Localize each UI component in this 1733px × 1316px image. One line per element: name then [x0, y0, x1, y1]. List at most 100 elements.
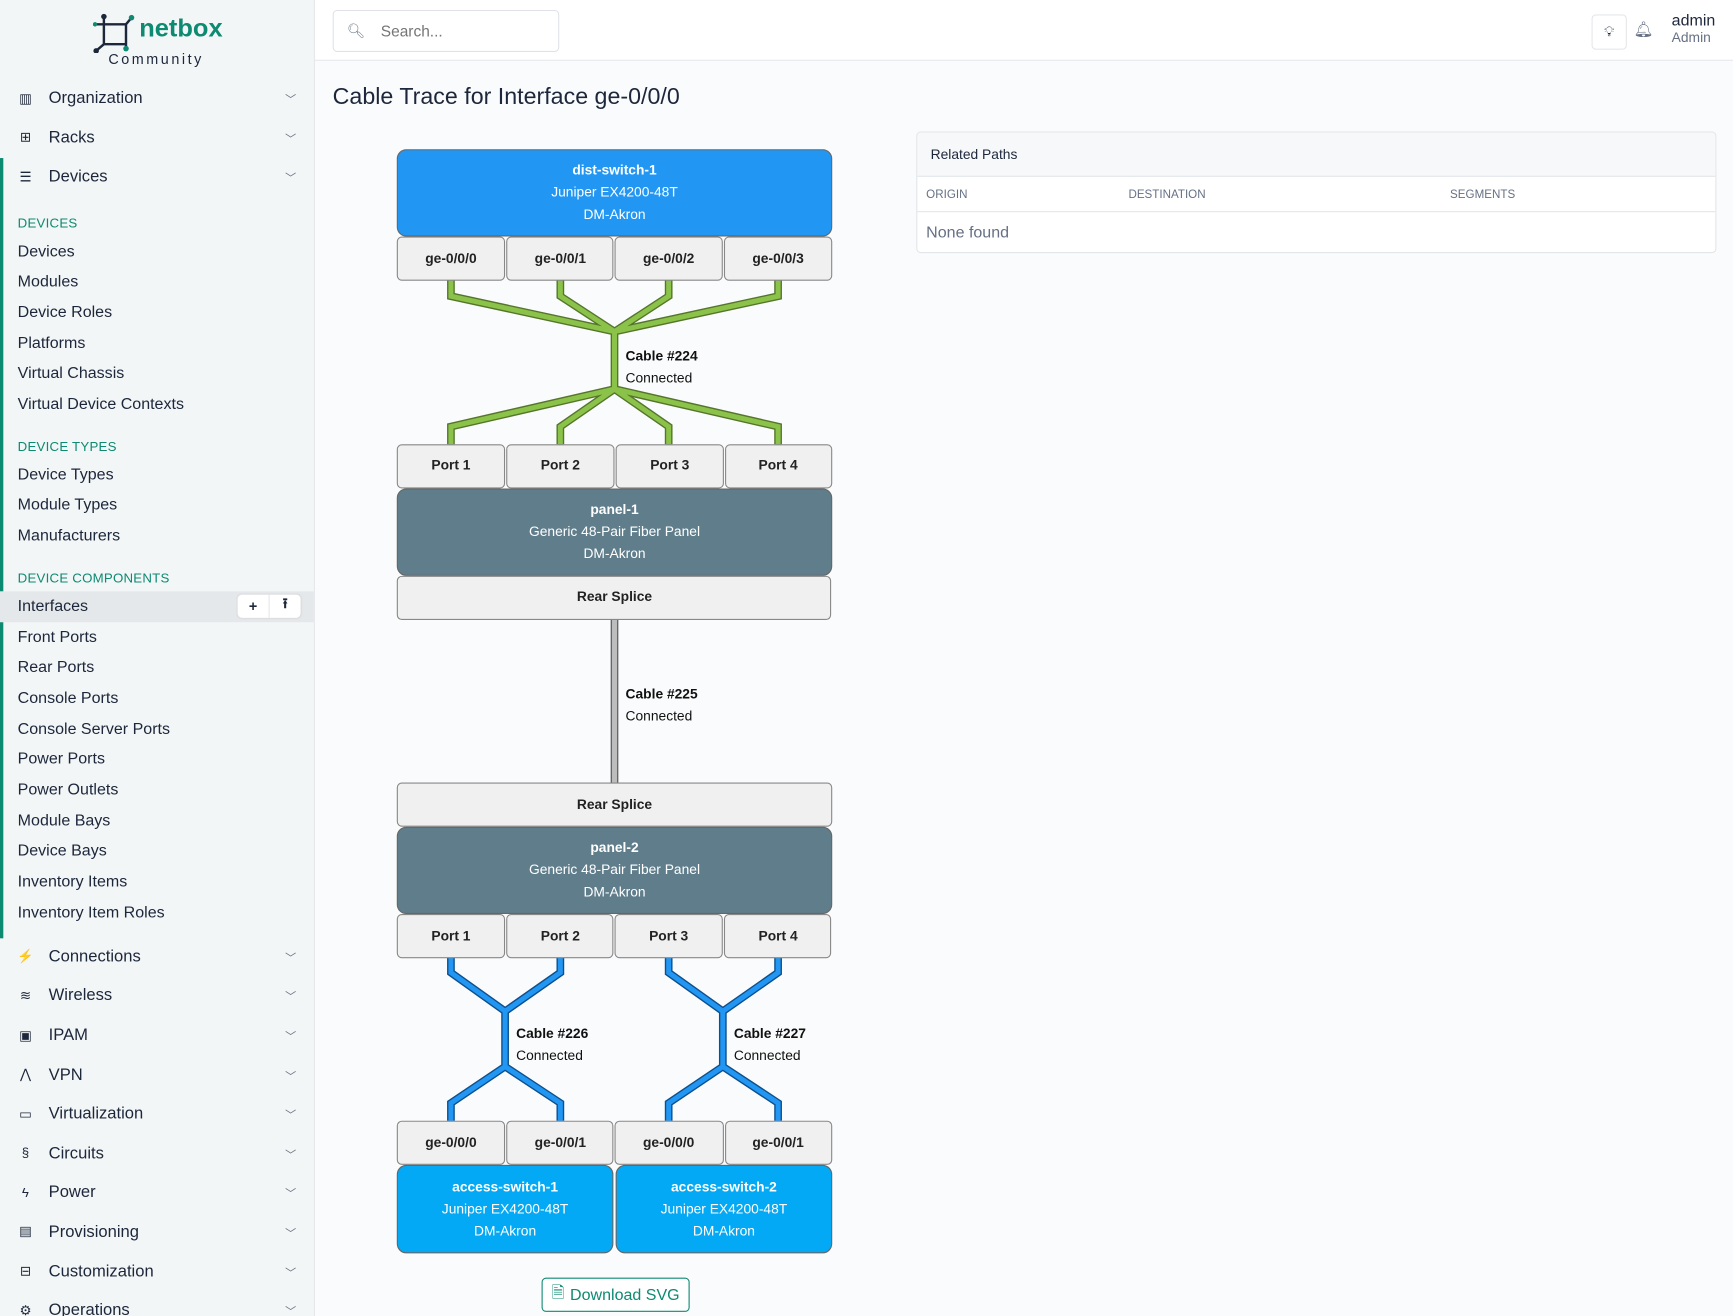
- search-icon: 🔍︎: [347, 22, 366, 39]
- interface-terminal[interactable]: ge-0/0/0: [614, 1120, 724, 1165]
- sidebar-item-virtualization[interactable]: ▭ Virtualization ﹀: [0, 1094, 314, 1133]
- sidebar-link[interactable]: Power Ports: [17, 750, 105, 769]
- sidebar-link[interactable]: Console Ports: [17, 689, 119, 708]
- interface-terminal[interactable]: ge-0/0/3: [723, 236, 833, 281]
- server-icon: ☰: [19, 169, 32, 185]
- netbox-logo-icon: [92, 13, 135, 54]
- cable-227[interactable]: [664, 957, 782, 1121]
- search-box[interactable]: 🔍︎: [332, 9, 560, 52]
- cable-label[interactable]: Cable #226: [516, 1025, 588, 1041]
- sidebar-item-label: Organization: [48, 88, 143, 108]
- front-port-terminal[interactable]: Port 1: [396, 914, 506, 959]
- device-access-switch-2[interactable]: access-switch-2 Juniper EX4200-48T DM-Ak…: [615, 1164, 833, 1254]
- bell-icon[interactable]: 🔔︎: [1633, 19, 1654, 38]
- sidebar-link[interactable]: Front Ports: [17, 628, 97, 647]
- sidebar-item-ipam[interactable]: ▣ IPAM ﹀: [0, 1015, 314, 1054]
- active-indicator: [0, 158, 4, 939]
- front-port-terminal[interactable]: Port 3: [615, 444, 724, 489]
- front-port-terminal[interactable]: Port 4: [725, 444, 833, 489]
- sidebar-item-power[interactable]: ϟ Power ﹀: [0, 1173, 314, 1212]
- rear-port-terminal[interactable]: Rear Splice: [396, 782, 833, 827]
- add-interface-button[interactable]: +: [248, 597, 258, 615]
- sidebar-item-connections[interactable]: ⚡ Connections ﹀: [0, 937, 314, 976]
- sidebar-link[interactable]: Inventory Items: [17, 873, 128, 891]
- sidebar-link[interactable]: Virtual Device Contexts: [17, 395, 184, 414]
- wifi-icon: ≋: [19, 987, 31, 1004]
- front-port-terminal[interactable]: Port 3: [614, 914, 723, 959]
- cable-label[interactable]: Cable #227: [734, 1025, 806, 1041]
- device-panel-2[interactable]: panel-2 Generic 48-Pair Fiber Panel DM-A…: [396, 826, 833, 915]
- sidebar-link[interactable]: Device Bays: [17, 842, 107, 861]
- plug-icon: ⚡: [17, 948, 34, 965]
- interface-terminal[interactable]: ge-0/0/0: [396, 236, 506, 281]
- svg-text:Port 3: Port 3: [649, 928, 688, 944]
- interface-terminal[interactable]: ge-0/0/2: [614, 236, 723, 281]
- chevron-down-icon: ﹀: [285, 1031, 297, 1044]
- device-name: panel-2: [590, 839, 639, 855]
- sidebar-item-devices[interactable]: ☰ Devices ﹀: [0, 157, 314, 196]
- svg-text:ge-0/0/0: ge-0/0/0: [425, 1134, 477, 1150]
- sidebar-item-wireless[interactable]: ≋ Wireless ﹀: [0, 976, 314, 1015]
- vpn-icon: ⋀: [19, 1066, 31, 1083]
- download-svg-button[interactable]: 🗎 Download SVG: [541, 1277, 690, 1312]
- sidebar-item-racks[interactable]: ⊞ Racks ﹀: [0, 118, 314, 157]
- lightbulb-icon: 💡︎: [1604, 23, 1615, 40]
- sidebar-item-customization[interactable]: ⊟ Customization ﹀: [0, 1251, 314, 1290]
- sidebar-link[interactable]: Device Types: [17, 466, 114, 484]
- interface-terminal[interactable]: ge-0/0/1: [506, 1120, 614, 1165]
- sidebar-link[interactable]: Virtual Chassis: [17, 365, 125, 383]
- sidebar-item-label: Virtualization: [48, 1104, 144, 1124]
- device-dist-switch-1[interactable]: dist-switch-1 Juniper EX4200-48T DM-Akro…: [396, 149, 833, 237]
- rear-port-terminal[interactable]: Rear Splice: [396, 575, 832, 621]
- import-interfaces-button[interactable]: ⭱: [268, 594, 301, 618]
- svg-text:ge-0/0/0: ge-0/0/0: [425, 250, 477, 266]
- sidebar-item-provisioning[interactable]: ▤ Provisioning ﹀: [0, 1212, 314, 1251]
- interface-terminal[interactable]: ge-0/0/1: [725, 1120, 833, 1165]
- sidebar-link-interfaces[interactable]: Interfaces + ⭱: [0, 591, 314, 622]
- sidebar-link[interactable]: Modules: [17, 273, 79, 292]
- file-icon: ▤: [19, 1224, 32, 1240]
- theme-toggle-button[interactable]: 💡︎: [1591, 14, 1627, 50]
- search-input[interactable]: [378, 20, 549, 41]
- sidebar-link[interactable]: Platforms: [17, 334, 86, 353]
- sidebar-link[interactable]: Inventory Item Roles: [17, 903, 165, 922]
- sidebar-link[interactable]: Power Outlets: [17, 781, 119, 800]
- sidebar-link[interactable]: Rear Ports: [17, 658, 95, 677]
- cable-status: Connected: [626, 708, 693, 724]
- sidebar-link[interactable]: Devices: [17, 242, 75, 261]
- sidebar-link[interactable]: Module Bays: [17, 811, 111, 830]
- sidebar-link[interactable]: Module Types: [17, 496, 118, 515]
- sidebar-item-label: Circuits: [48, 1143, 104, 1163]
- sidebar-link[interactable]: Device Roles: [17, 303, 113, 322]
- sidebar-link[interactable]: Manufacturers: [17, 527, 121, 546]
- cable-label[interactable]: Cable #224: [626, 347, 698, 363]
- svg-text:Port 1: Port 1: [431, 457, 470, 473]
- cable-226[interactable]: [447, 957, 565, 1121]
- netbox-logo[interactable]: netbox Community: [92, 11, 226, 72]
- sidebar-item-circuits[interactable]: § Circuits ﹀: [0, 1133, 314, 1172]
- front-port-terminal[interactable]: Port 2: [506, 444, 615, 489]
- empty-message: None found: [926, 223, 1010, 242]
- front-port-terminal[interactable]: Port 4: [723, 914, 832, 959]
- svg-text:ge-0/0/3: ge-0/0/3: [752, 250, 804, 266]
- front-port-terminal[interactable]: Port 1: [396, 444, 506, 489]
- cable-224[interactable]: [447, 279, 782, 445]
- user-menu[interactable]: admin Admin: [1672, 12, 1716, 45]
- sidebar-link[interactable]: Console Server Ports: [17, 720, 170, 738]
- device-type: Juniper EX4200-48T: [661, 1201, 788, 1217]
- device-type: Juniper EX4200-48T: [442, 1201, 569, 1217]
- sidebar-item-label: Power: [48, 1183, 96, 1202]
- svg-text:ge-0/0/1: ge-0/0/1: [752, 1134, 804, 1150]
- sidebar-item-organization[interactable]: ▥ Organization ﹀: [0, 78, 314, 117]
- sidebar-item-operations[interactable]: ⚙ Operations ﹀: [0, 1291, 314, 1316]
- sidebar-item-label: IPAM: [48, 1025, 88, 1045]
- device-access-switch-1[interactable]: access-switch-1 Juniper EX4200-48T DM-Ak…: [396, 1164, 614, 1254]
- interface-terminal[interactable]: ge-0/0/1: [506, 236, 614, 281]
- device-panel-1[interactable]: panel-1 Generic 48-Pair Fiber Panel DM-A…: [396, 488, 833, 576]
- cable-label[interactable]: Cable #225: [626, 686, 698, 702]
- brand-edition: Community: [108, 50, 204, 68]
- sidebar-item-vpn[interactable]: ⋀ VPN ﹀: [0, 1055, 314, 1094]
- front-port-terminal[interactable]: Port 2: [506, 914, 614, 959]
- interface-terminal[interactable]: ge-0/0/0: [396, 1120, 506, 1165]
